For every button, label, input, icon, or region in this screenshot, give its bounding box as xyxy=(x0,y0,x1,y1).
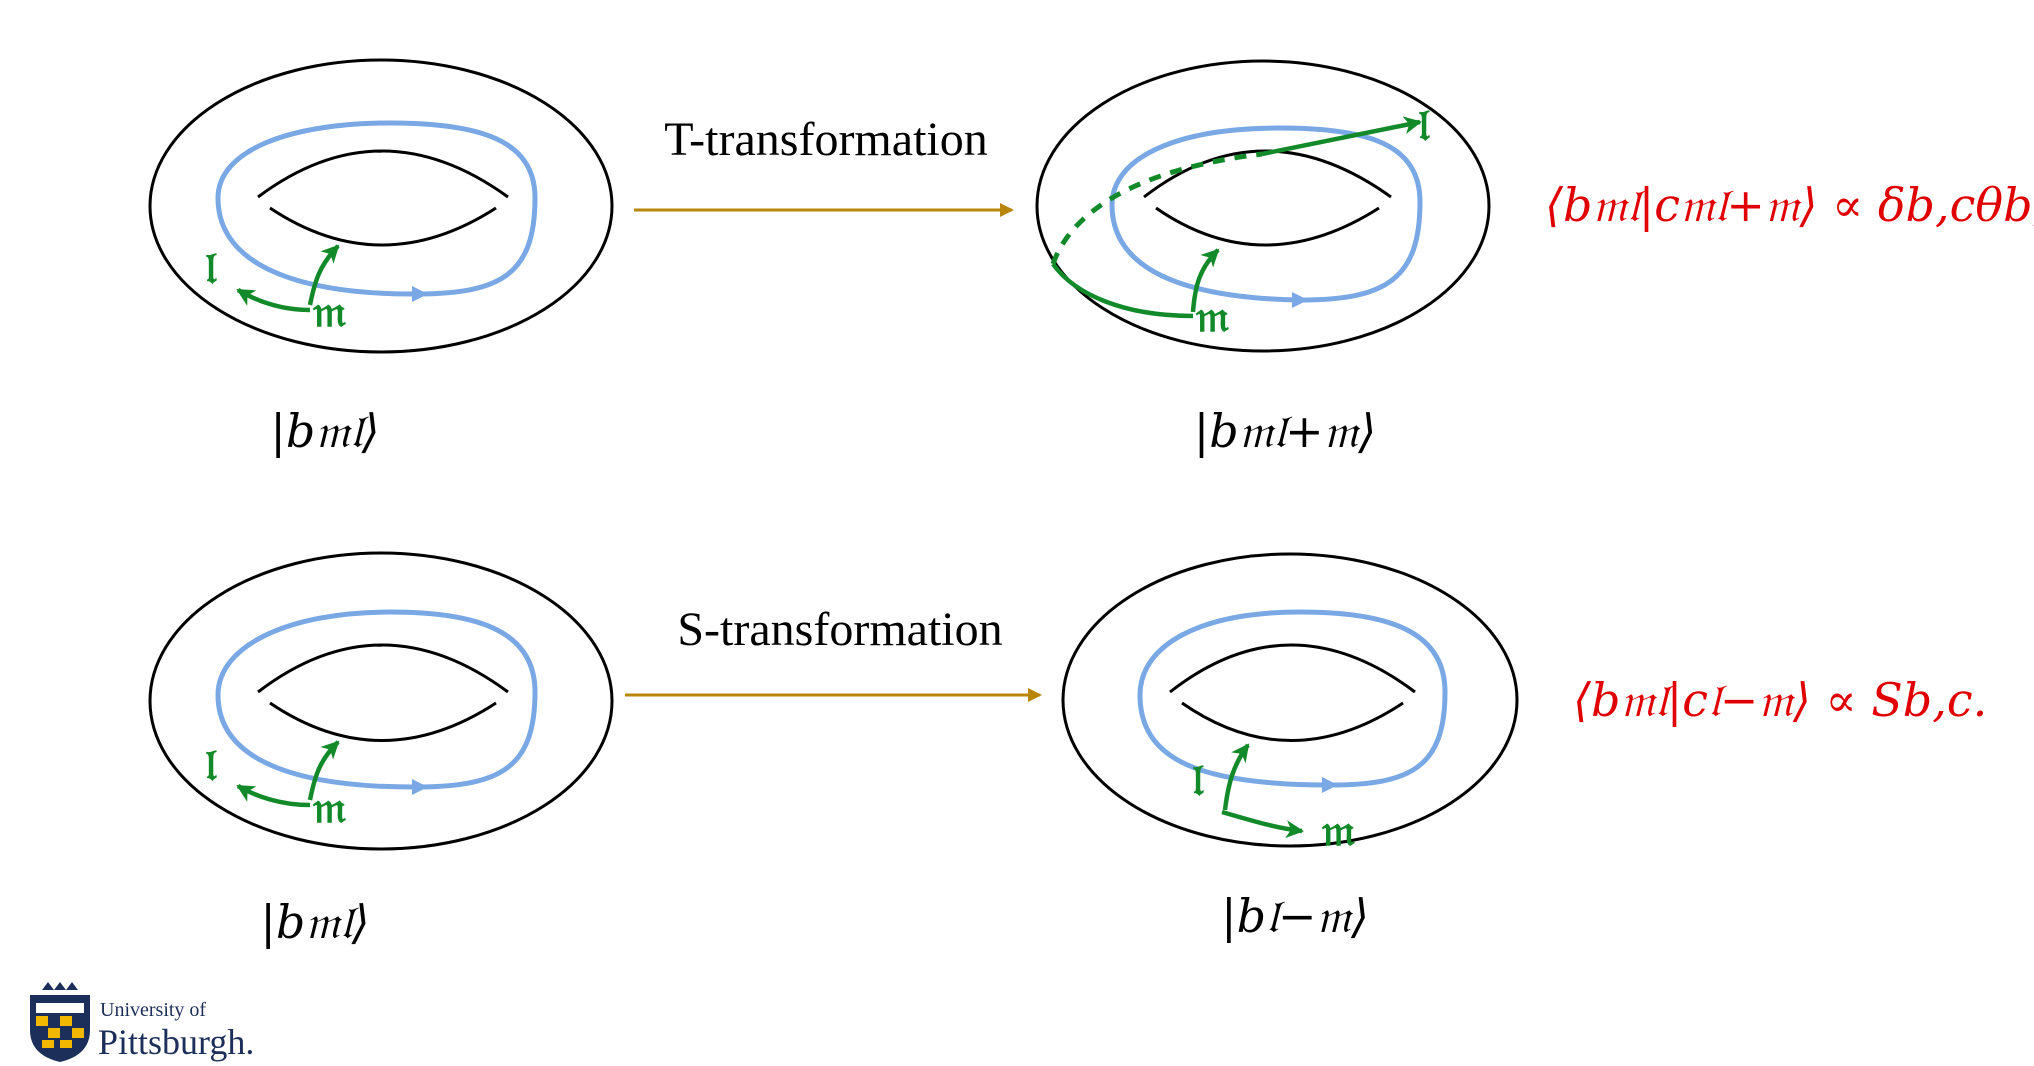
m-cycle-arrow xyxy=(1190,248,1220,313)
l-cycle-arrow xyxy=(236,784,311,808)
blue-loop xyxy=(1109,125,1423,303)
university-logo: University of Pittsburgh. xyxy=(30,982,254,1062)
torus-hole-bottom xyxy=(269,206,497,247)
logo-line-1: University of xyxy=(100,999,206,1021)
blue-loop-arrowhead xyxy=(1322,777,1338,793)
m-cycle-label: 𝔪 xyxy=(312,782,346,833)
torus-hole-bottom xyxy=(1155,206,1380,247)
torus-hole-bottom xyxy=(269,701,497,742)
shield-icon xyxy=(30,982,90,1062)
t-transformation-label: T-transformation xyxy=(664,113,987,166)
l-plus-m-cycle-arrow xyxy=(1261,116,1422,157)
logo-line-2: Pittsburgh. xyxy=(98,1022,254,1062)
m-cycle-label: 𝔪 xyxy=(312,286,346,337)
m-cycle-label: 𝔪 xyxy=(1195,291,1229,342)
torus-hole-top xyxy=(1143,149,1392,199)
blue-loop xyxy=(215,120,538,297)
torus-top-left: 𝔩 𝔪 xyxy=(148,58,614,354)
l-cycle-dashed-back xyxy=(1050,151,1263,265)
l-cycle-front xyxy=(1051,262,1194,319)
m-cycle-arrow xyxy=(307,244,340,306)
l-cycle-arrow xyxy=(1222,743,1250,811)
state-label-top-right: |b𝔪𝔩+𝔪⟩ xyxy=(1194,404,1376,458)
torus-top-right: 𝔩 𝔪 xyxy=(1035,59,1491,353)
m-cycle-arrow xyxy=(307,740,340,801)
l-cycle-label: 𝔩 xyxy=(205,740,217,791)
state-label-top-left: |b𝔪𝔩⟩ xyxy=(270,404,379,458)
s-transformation-label: S-transformation xyxy=(677,603,1002,656)
blue-loop-arrowhead xyxy=(1292,292,1308,308)
s-formula: ⟨b𝔪𝔩|c𝔩−𝔪⟩ ∝ Sb,c. xyxy=(1573,673,1987,727)
blue-loop-arrowhead xyxy=(412,286,428,302)
blue-loop xyxy=(1137,609,1448,788)
state-label-bottom-right: |b𝔩−𝔪⟩ xyxy=(1221,889,1369,943)
torus-bottom-right: 𝔩 𝔪 xyxy=(1061,552,1519,856)
blue-loop-arrowhead xyxy=(412,779,428,795)
l-cycle-label: 𝔩 xyxy=(1418,100,1430,151)
l-cycle-label: 𝔩 xyxy=(205,243,217,294)
torus-outline xyxy=(1035,59,1491,353)
m-cycle-arrow xyxy=(1221,809,1304,839)
state-label-bottom-left: |b𝔪𝔩⟩ xyxy=(260,895,369,949)
torus-bottom-left: 𝔩 𝔪 xyxy=(148,551,614,851)
m-cycle-label: 𝔪 xyxy=(1321,805,1355,856)
blue-loop xyxy=(215,609,538,790)
torus-hole-bottom xyxy=(1181,701,1404,742)
torus-outline xyxy=(1061,552,1519,848)
torus-outline xyxy=(148,58,614,354)
l-cycle-arrow xyxy=(236,288,311,313)
torus-outline xyxy=(148,551,614,851)
torus-hole-top xyxy=(1169,643,1416,694)
t-formula: ⟨b𝔪𝔩|c𝔪𝔩+𝔪⟩ ∝ δb,cθb, xyxy=(1545,178,2034,232)
torus-hole-top xyxy=(257,149,509,199)
torus-hole-top xyxy=(257,643,509,694)
l-cycle-label: 𝔩 xyxy=(1192,755,1204,806)
